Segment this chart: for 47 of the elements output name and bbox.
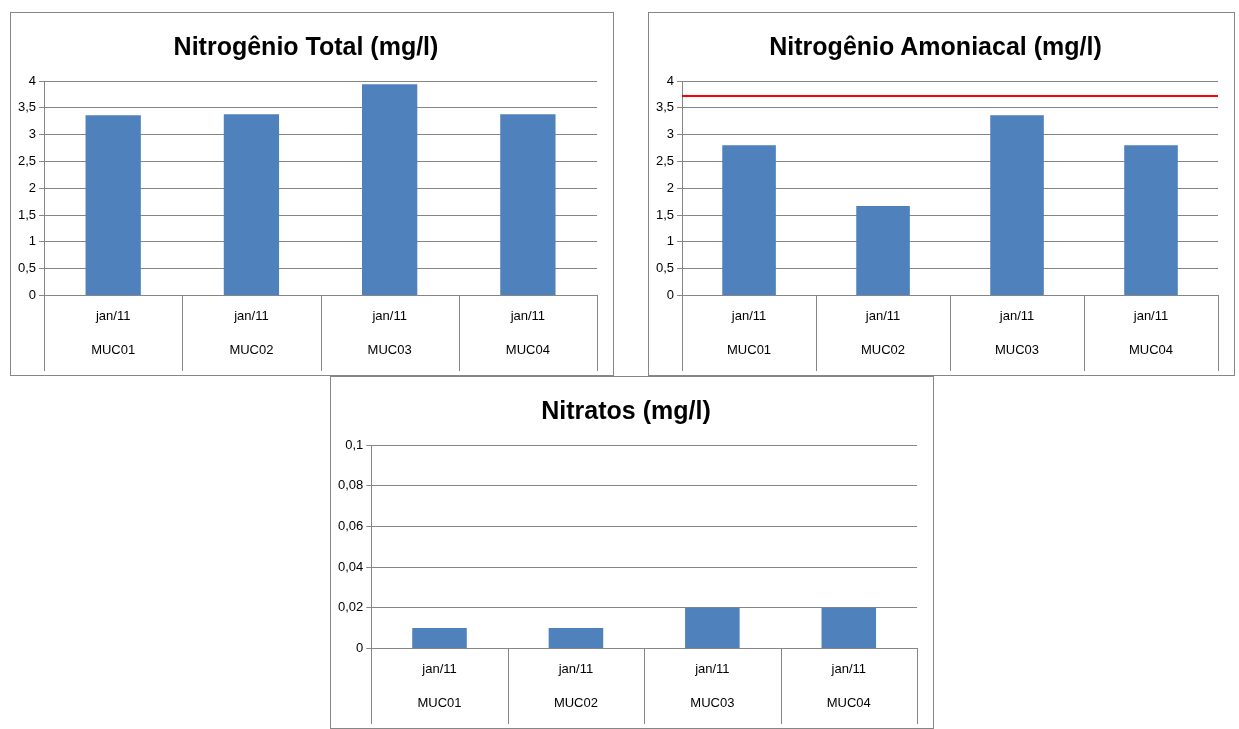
bar bbox=[722, 145, 776, 295]
y-tick-label: 2,5 bbox=[17, 152, 37, 168]
y-tick-label: 1,5 bbox=[655, 206, 675, 222]
y-tick-label: 0,04 bbox=[337, 558, 364, 574]
y-tick-label: 0,1 bbox=[345, 436, 364, 452]
y-tick-label: 1 bbox=[666, 233, 675, 249]
y-tick-label: 0 bbox=[28, 286, 37, 302]
category-label: jan/11 MUC02 bbox=[553, 660, 598, 710]
category-label: jan/11 MUC01 bbox=[417, 660, 462, 710]
y-tick-label: 0,06 bbox=[337, 517, 364, 533]
bar bbox=[223, 114, 280, 295]
chart-title: Nitrogênio Amoniacal (mg/l) bbox=[769, 31, 1102, 60]
bar bbox=[856, 205, 910, 295]
category-label: jan/11 MUC04 bbox=[1128, 307, 1174, 357]
y-tick-label: 3 bbox=[28, 126, 37, 142]
bar bbox=[85, 115, 141, 295]
category-label: jan/11 MUC04 bbox=[505, 307, 550, 357]
y-tick-label: 3,5 bbox=[17, 99, 37, 115]
y-tick-label: 2 bbox=[28, 179, 37, 195]
y-tick-label: 0,02 bbox=[337, 599, 364, 615]
category-label: jan/11 MUC04 bbox=[826, 660, 871, 710]
category-label: jan/11 MUC02 bbox=[229, 307, 274, 357]
y-tick-label: 0 bbox=[666, 286, 675, 302]
category-label: jan/11 MUC03 bbox=[994, 307, 1040, 357]
category-label: jan/11 MUC01 bbox=[727, 307, 772, 357]
y-tick-label: 4 bbox=[28, 72, 37, 88]
bar bbox=[362, 84, 418, 295]
y-tick-label: 1,5 bbox=[17, 206, 37, 222]
category-label: jan/11 MUC03 bbox=[690, 660, 735, 710]
y-tick-label: 0,08 bbox=[337, 477, 364, 493]
y-tick-label: 1 bbox=[28, 233, 37, 249]
category-label: jan/11 MUC03 bbox=[367, 307, 412, 357]
y-tick-label: 3,5 bbox=[655, 99, 675, 115]
chart-title: Nitratos (mg/l) bbox=[541, 395, 711, 424]
y-tick-label: 2,5 bbox=[655, 152, 675, 168]
chart-title: Nitrogênio Total (mg/l) bbox=[173, 31, 439, 60]
y-tick-label: 0,5 bbox=[655, 260, 675, 276]
y-tick-label: 2 bbox=[666, 179, 675, 195]
category-label: jan/11 MUC01 bbox=[91, 307, 136, 357]
y-tick-label: 4 bbox=[666, 72, 675, 88]
y-tick-label: 0,5 bbox=[17, 260, 37, 276]
y-tick-label: 0 bbox=[356, 639, 364, 655]
bar bbox=[990, 115, 1044, 295]
category-label: jan/11 MUC02 bbox=[861, 307, 906, 357]
bar bbox=[500, 114, 556, 295]
bar bbox=[1124, 145, 1178, 295]
y-tick-label: 3 bbox=[666, 126, 675, 142]
